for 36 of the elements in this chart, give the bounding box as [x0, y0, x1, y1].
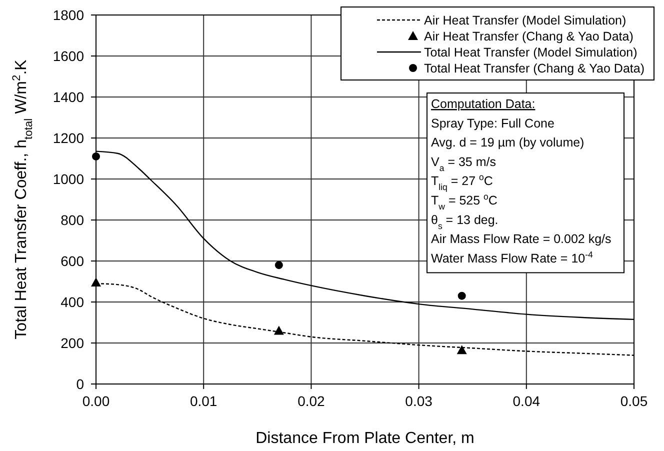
x-axis-title: Distance From Plate Center, m: [256, 430, 474, 447]
x-tick-label: 0.03: [405, 393, 433, 409]
x-tick-label: 0.05: [620, 393, 648, 409]
point: [458, 292, 466, 300]
point: [456, 345, 467, 354]
annotation: T$_{w}$ = 525 $^{o}$C: [431, 192, 498, 212]
annotation: Avg. d = 19 µm (by volume): [431, 136, 584, 150]
y-tick-label: 200: [60, 335, 84, 351]
y-tick-label: 800: [60, 212, 84, 228]
y-tick-label: 0: [76, 376, 84, 392]
x-tick-label: 0.01: [190, 393, 218, 409]
y-tick-label: 1200: [52, 130, 84, 146]
annotation: T$_{liq}$ = 27 $^{o}$C: [431, 172, 493, 192]
x-tick-label: 0.04: [512, 393, 540, 409]
annotation: Spray Type: Full Cone: [431, 116, 554, 130]
annotation: Computation Data:: [431, 97, 536, 111]
legend-label: Air Heat Transfer (Chang & Yao Data): [424, 30, 634, 44]
point: [91, 278, 101, 287]
annotation: V$_{a}$ = 35 m/s: [431, 154, 496, 173]
annotation: θ$_{s}$ = 13 deg.: [431, 212, 498, 231]
x-tick-label: 0.02: [298, 393, 326, 409]
y-tick-label: 600: [60, 253, 84, 269]
legend-label: Total Heat Transfer (Chang & Yao Data): [424, 62, 644, 76]
y-tick-label: 1600: [52, 48, 84, 64]
legend-label: Air Heat Transfer (Model Simulation): [424, 14, 626, 28]
y-tick-label: 1000: [52, 171, 84, 187]
point: [274, 261, 283, 270]
point: [274, 326, 284, 335]
y-tick-label: 400: [60, 294, 84, 310]
legend-label: Total Heat Transfer (Model Simulation): [424, 46, 638, 60]
annotation: Air Mass Flow Rate = 0.002 kg/s: [431, 232, 612, 246]
annotation: Water Mass Flow Rate = 10$^{-4}$: [431, 249, 594, 266]
y-tick-label: 1800: [52, 7, 84, 23]
point: [92, 152, 100, 160]
y-tick-label: 1400: [52, 89, 84, 105]
x-tick-label: 0.00: [82, 393, 110, 409]
